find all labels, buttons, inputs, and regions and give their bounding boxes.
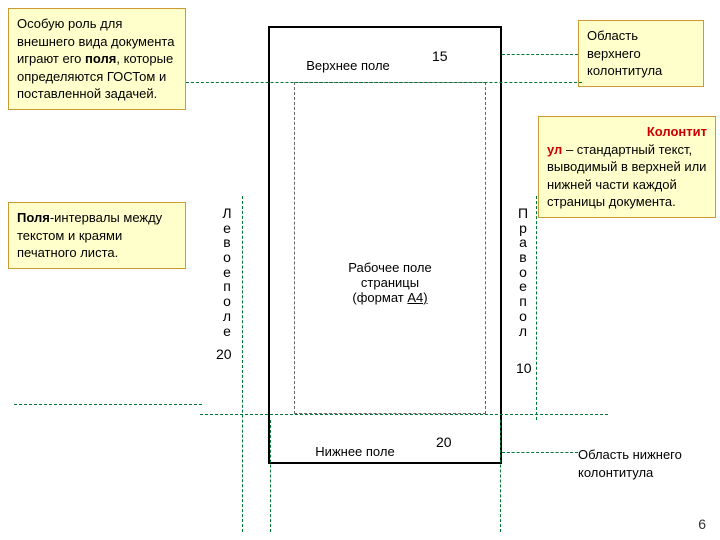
line3b: А4) (407, 290, 427, 305)
margin-bottom-value: 20 (436, 434, 452, 450)
info-box-footer-area: Область нижнего колонтитула (578, 446, 704, 481)
guide-line (500, 420, 501, 532)
guide-line (242, 196, 243, 532)
line3a: (формат (352, 290, 403, 305)
margin-left-value: 20 (216, 346, 232, 362)
bottom-field-label: Нижнее поле (300, 444, 410, 459)
line2: страницы (320, 275, 460, 290)
text-bold: поля (85, 51, 116, 66)
guide-line (14, 404, 202, 405)
page-inner-area (294, 82, 486, 414)
text-bold: Поля (17, 210, 50, 225)
left-field-label: Л е в о е п о л е (220, 206, 234, 338)
guide-line (502, 452, 578, 453)
guide-line (502, 54, 578, 55)
guide-line (186, 82, 582, 83)
guide-line (536, 196, 537, 420)
margin-top-value: 15 (432, 48, 448, 64)
top-field-label: Верхнее поле (288, 58, 408, 73)
info-box-intervals: Поля-интервалы между текстом и краями пе… (8, 202, 186, 269)
term-head2: ул (547, 142, 562, 157)
guide-line (270, 420, 271, 532)
margin-right-value: 10 (516, 360, 532, 376)
text: Область верхнего колонтитула (587, 28, 662, 78)
text: – стандартный текст, выводимый в верхней… (547, 142, 706, 210)
info-box-kolontitul: Колонтит ул – стандартный текст, выводим… (538, 116, 716, 218)
guide-line (200, 414, 608, 415)
term-head: Колонтит (647, 124, 707, 139)
right-field-label: П р а в о е п о л (516, 206, 530, 338)
line1: Рабочее поле (320, 260, 460, 275)
text: Область нижнего колонтитула (578, 447, 682, 480)
slide-number: 6 (698, 516, 706, 532)
info-box-fields: Особую роль для внешнего вида документа … (8, 8, 186, 110)
info-box-header-area: Область верхнего колонтитула (578, 20, 704, 87)
work-area-label: Рабочее поле страницы (формат А4) (320, 260, 460, 305)
